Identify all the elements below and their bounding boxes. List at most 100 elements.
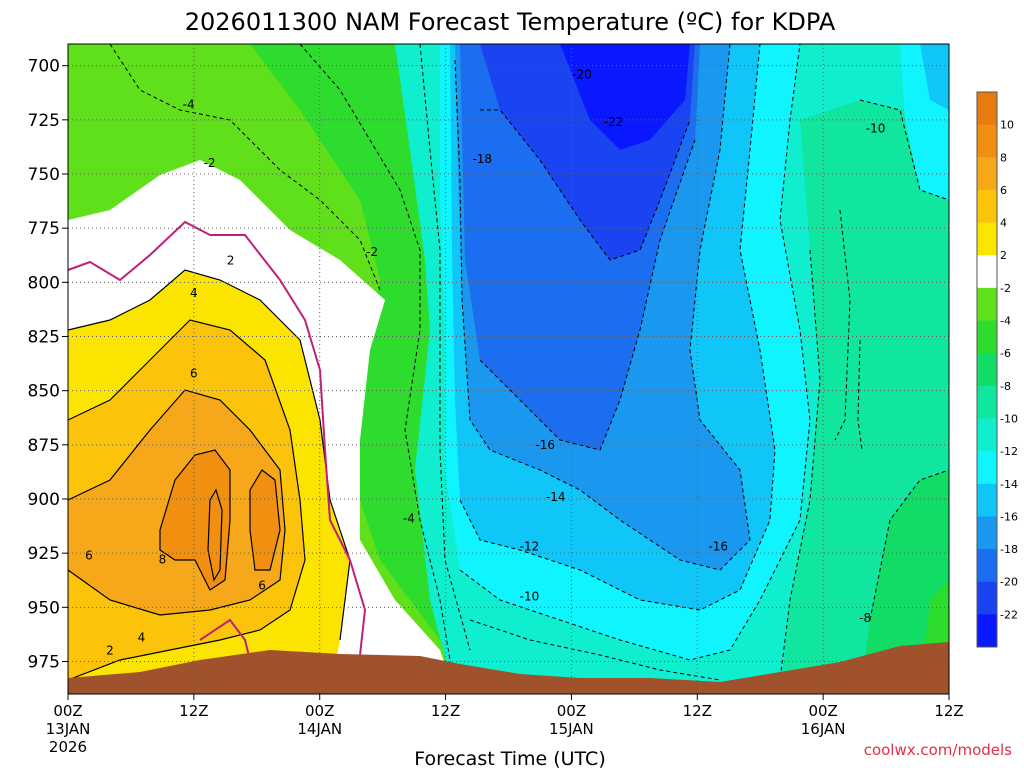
contour-line — [480, 109, 691, 261]
region-minus22 — [560, 44, 690, 150]
colorbar-band — [977, 385, 997, 419]
contour-line — [109, 44, 381, 291]
y-tick-label: 875 — [28, 436, 60, 456]
y-tick-label: 725 — [28, 111, 60, 131]
x-tick-label: 12Z — [431, 702, 460, 720]
colorbar-band — [977, 614, 997, 648]
contour-label: 2 — [106, 644, 114, 658]
colorbar-band — [977, 124, 997, 158]
x-tick-label: 00Z — [53, 702, 82, 720]
colorbar-band — [977, 157, 997, 191]
grid — [68, 44, 949, 694]
x-tick-label: 00Z — [305, 702, 334, 720]
contour-line — [68, 220, 367, 656]
colorbar: 10 8 6 4 2 -2 -4 -6 -8 -10 -12 -14 -16 -18 -20 -22 — [976, 91, 1018, 648]
contour-label: -18 — [472, 152, 492, 166]
x-tick-label: 12Z — [683, 702, 712, 720]
colorbar-band — [977, 353, 997, 387]
y-tick-label: 900 — [28, 490, 60, 510]
terrain — [68, 642, 949, 694]
contour-label: -4 — [403, 512, 415, 526]
x-tick-year: 2026 — [49, 738, 87, 756]
region-minus14-east — [920, 44, 949, 110]
contour-label: 4 — [190, 286, 198, 300]
colorbar-band — [977, 189, 997, 224]
contour-label: 8 — [159, 553, 167, 567]
contour-line — [68, 319, 306, 681]
colorbar-tick-label: -12 — [1000, 445, 1018, 458]
contour-line — [159, 449, 231, 591]
contour-label: 6 — [258, 579, 266, 593]
contour-line — [869, 469, 949, 621]
colorbar-frame — [976, 91, 998, 648]
colorbar-band — [977, 320, 997, 354]
colorbar-band — [977, 549, 997, 583]
region-plus8 — [160, 450, 230, 590]
colorbar-band — [977, 483, 997, 517]
contour-label: 2 — [227, 254, 235, 268]
y-tick-label: 850 — [28, 382, 60, 402]
colorbar-band — [977, 287, 997, 322]
colorbar-tick-label: 6 — [1000, 184, 1007, 197]
contour-label: -16 — [535, 438, 555, 452]
contour-label: -16 — [708, 540, 728, 554]
contour-label: -8 — [859, 611, 871, 625]
y-axis: 700 725 750 775 800 825 850 875 900 925 950 975 — [28, 57, 68, 673]
colorbar-tick-label: 2 — [1000, 249, 1007, 262]
colorbar-band — [977, 581, 997, 615]
colorbar-band — [977, 255, 997, 289]
y-tick-label: 950 — [28, 598, 60, 618]
contour-line — [68, 269, 351, 641]
x-tick-date: 14JAN — [297, 720, 342, 738]
region-plus8b — [250, 470, 280, 570]
contour-line — [857, 339, 863, 451]
colorbar-tick-label: -4 — [1000, 315, 1011, 328]
contour-line — [459, 44, 776, 611]
dashed-contours — [109, 44, 949, 691]
y-tick-label: 800 — [28, 273, 60, 293]
freezing-contours — [68, 220, 367, 661]
contour-line — [469, 619, 721, 681]
contour-label: -10 — [520, 590, 540, 604]
colorbar-band — [977, 222, 997, 256]
contour-line — [249, 469, 281, 571]
contour-line — [199, 618, 251, 661]
x-tick-label: 12Z — [179, 702, 208, 720]
contour-label: -22 — [604, 115, 624, 129]
contour-label: -12 — [520, 540, 540, 554]
solid-contours — [68, 269, 351, 681]
contour-label: -4 — [183, 98, 195, 112]
x-tick-date: 15JAN — [549, 720, 594, 738]
colorbar-tick-label: 8 — [1000, 151, 1007, 164]
y-tick-label: 975 — [28, 653, 60, 673]
colorbar-tick-label: -8 — [1000, 380, 1011, 393]
contour-line — [459, 44, 811, 661]
x-tick-label: 00Z — [808, 702, 837, 720]
colorbar-band — [977, 451, 997, 485]
contour-line — [419, 44, 471, 651]
contour-label: 6 — [190, 366, 198, 380]
colorbar-tick-label: -14 — [1000, 478, 1018, 491]
y-tick-label: 775 — [28, 219, 60, 239]
x-axis-label: Forecast Time (UTC) — [414, 748, 605, 768]
colorbar-tick-label: -2 — [1000, 282, 1011, 295]
colorbar-tick-label: -10 — [1000, 412, 1018, 425]
plot-frame — [67, 43, 950, 695]
colorbar-band — [977, 92, 997, 126]
colorbar-tick-label: -20 — [1000, 576, 1018, 589]
contour-label: -14 — [546, 490, 566, 504]
contour-label: 4 — [138, 631, 146, 645]
contour-label: -2 — [204, 156, 216, 170]
x-tick-date: 16JAN — [801, 720, 846, 738]
colorbar-tick-label: -18 — [1000, 543, 1018, 556]
colorbar-tick-label: -16 — [1000, 510, 1018, 523]
y-tick-label: 825 — [28, 328, 60, 348]
contour-line — [454, 44, 751, 571]
colorbar-tick-label: -22 — [1000, 608, 1018, 621]
y-tick-label: 700 — [28, 57, 60, 77]
contour-line — [479, 139, 696, 451]
x-tick-date: 13JAN — [46, 720, 91, 738]
